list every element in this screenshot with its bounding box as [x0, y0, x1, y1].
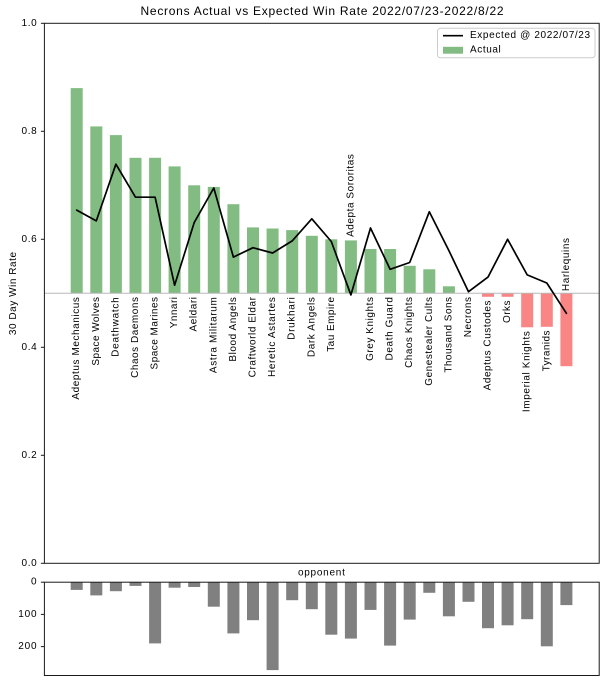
svg-text:Tau Empire: Tau Empire: [326, 297, 337, 352]
svg-text:Expected @ 2022/07/23: Expected @ 2022/07/23: [470, 30, 591, 41]
svg-text:Thousand Sons: Thousand Sons: [443, 297, 454, 373]
svg-text:Adeptus Mechanicus: Adeptus Mechanicus: [71, 297, 82, 400]
svg-text:0.0: 0.0: [22, 558, 38, 569]
svg-text:Actual: Actual: [470, 45, 501, 56]
svg-text:0.6: 0.6: [22, 234, 38, 245]
svg-text:Chaos Knights: Chaos Knights: [404, 297, 415, 368]
svg-text:200: 200: [18, 641, 37, 652]
svg-text:Space Wolves: Space Wolves: [91, 297, 102, 366]
svg-text:Grey Knights: Grey Knights: [365, 297, 376, 361]
svg-text:Orks: Orks: [502, 300, 513, 323]
svg-text:opponent: opponent: [298, 567, 346, 578]
svg-text:Drukhari: Drukhari: [287, 297, 298, 340]
svg-text:0.4: 0.4: [22, 342, 38, 353]
svg-text:Imperial Knights: Imperial Knights: [522, 331, 533, 413]
svg-text:0.2: 0.2: [22, 450, 38, 461]
svg-text:Death Guard: Death Guard: [385, 297, 396, 361]
svg-text:Craftworld Eldar: Craftworld Eldar: [248, 296, 259, 377]
svg-text:Chaos Daemons: Chaos Daemons: [130, 297, 141, 378]
svg-text:Space Marines: Space Marines: [150, 297, 161, 370]
svg-text:Heretic Astartes: Heretic Astartes: [267, 297, 278, 378]
svg-text:0: 0: [31, 577, 37, 588]
svg-text:Necrons Actual vs Expected Win: Necrons Actual vs Expected Win Rate 2022…: [141, 4, 505, 18]
svg-text:Blood Angels: Blood Angels: [228, 297, 239, 362]
svg-text:Dark Angels: Dark Angels: [306, 297, 317, 358]
svg-text:Adeptus Custodes: Adeptus Custodes: [483, 300, 494, 390]
svg-text:Aeldari: Aeldari: [189, 297, 200, 332]
svg-text:Genestealer Cults: Genestealer Cults: [424, 297, 435, 386]
svg-text:Astra Militarum: Astra Militarum: [208, 297, 219, 374]
svg-text:Ynnari: Ynnari: [169, 297, 180, 329]
svg-text:Harlequins: Harlequins: [561, 237, 572, 291]
svg-text:Adepta Sororitas: Adepta Sororitas: [345, 154, 356, 237]
svg-text:0.8: 0.8: [22, 126, 38, 137]
svg-text:Tyranids: Tyranids: [541, 330, 552, 371]
svg-text:Necrons: Necrons: [463, 297, 474, 338]
svg-text:30 Day Win Rate: 30 Day Win Rate: [8, 251, 19, 335]
svg-text:1.0: 1.0: [22, 18, 38, 29]
svg-text:100: 100: [18, 609, 37, 620]
svg-text:Deathwatch: Deathwatch: [110, 297, 121, 357]
